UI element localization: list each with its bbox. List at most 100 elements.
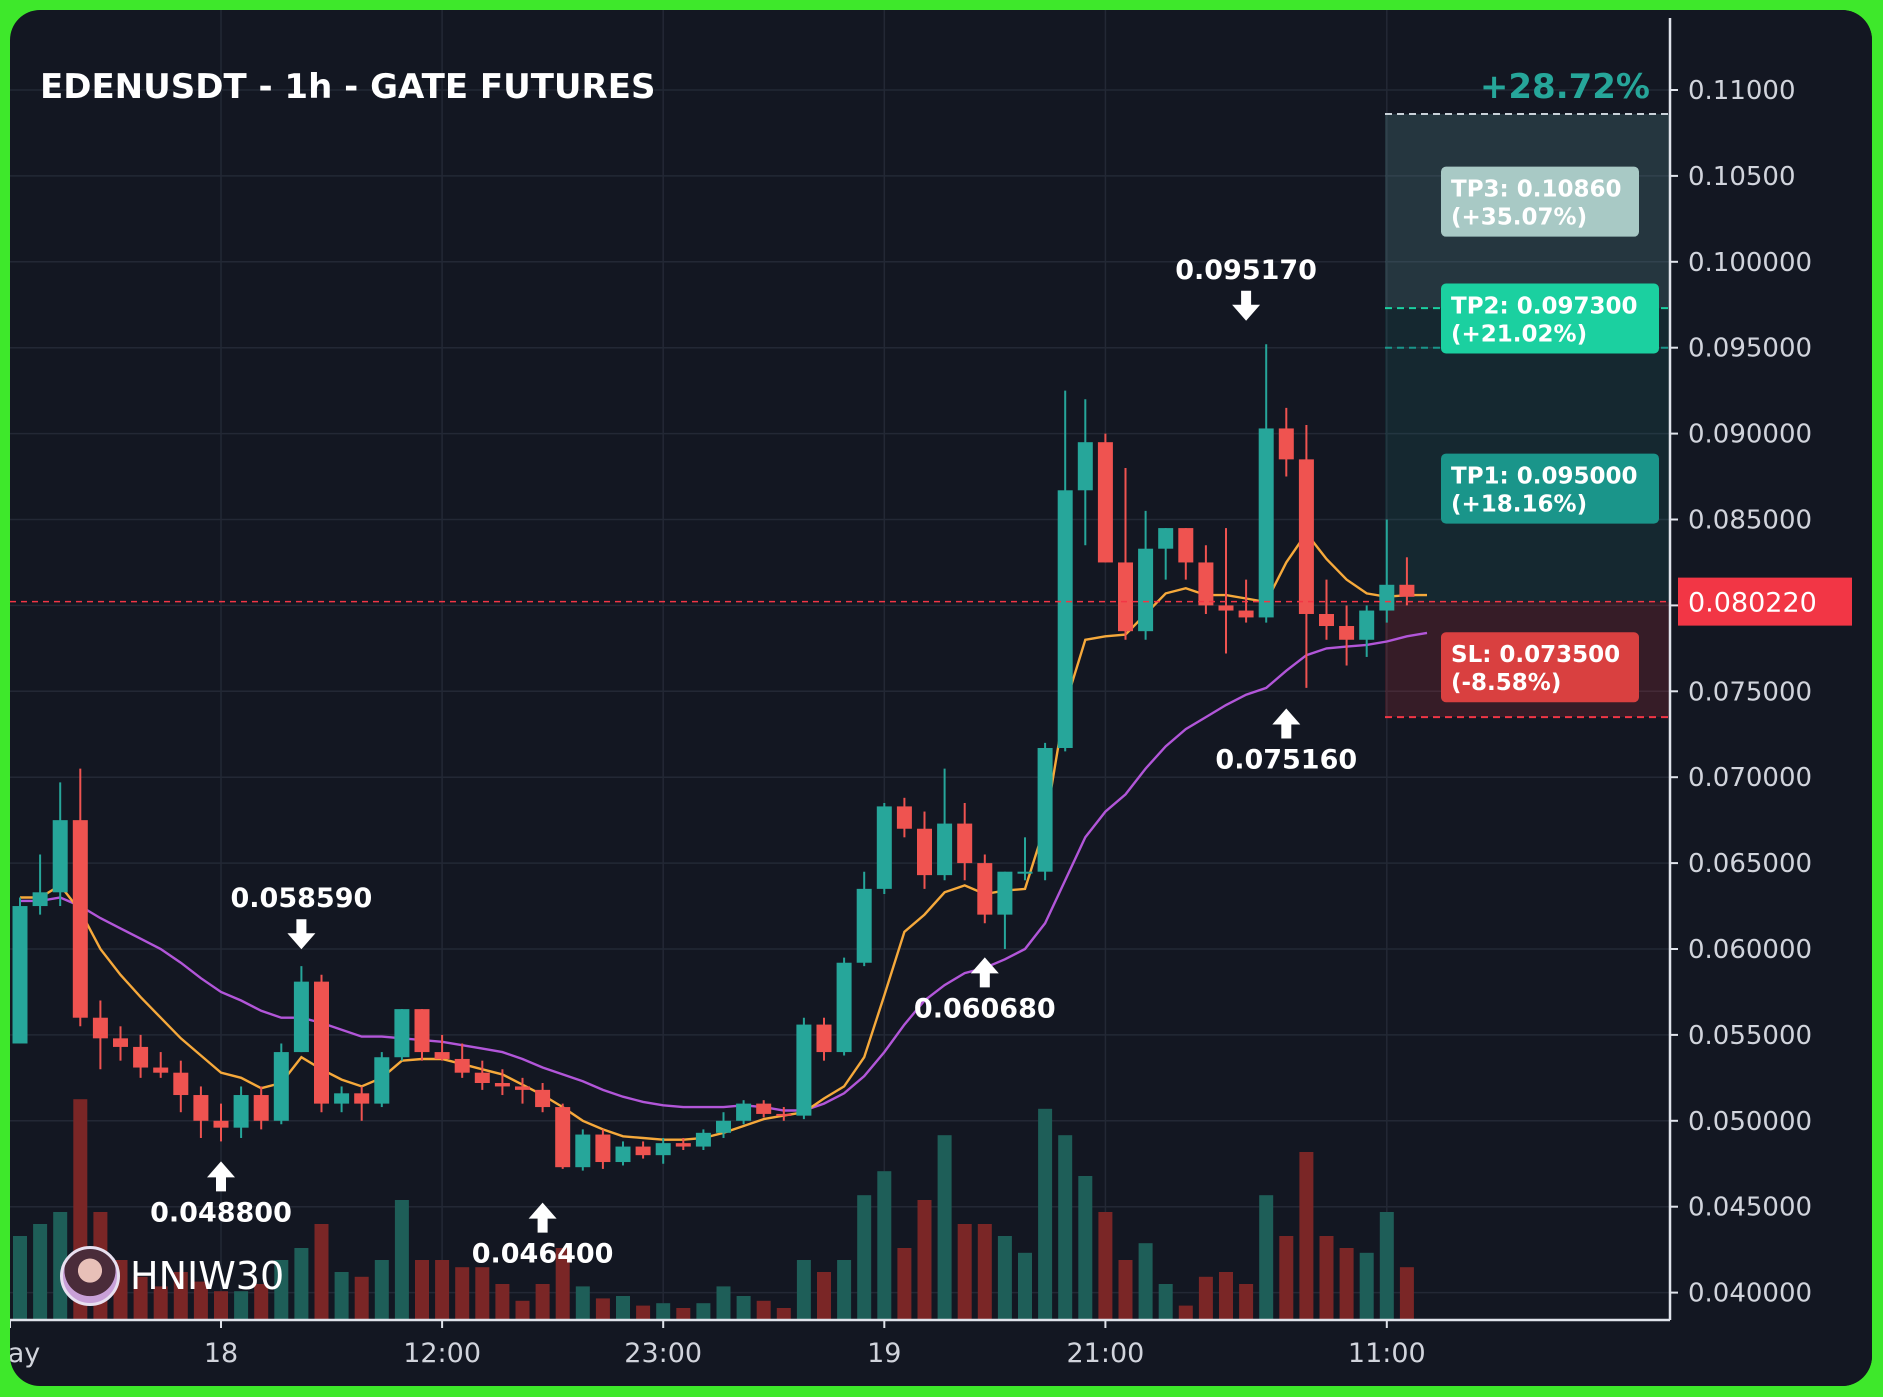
candle-body[interactable] (655, 1143, 671, 1156)
candle-body[interactable] (615, 1146, 631, 1163)
candle-body[interactable] (997, 871, 1013, 915)
volume-bar (1359, 1252, 1374, 1320)
candle-body[interactable] (856, 888, 872, 963)
candle-body[interactable] (32, 892, 48, 907)
candle-body[interactable] (1238, 610, 1254, 618)
candle-body[interactable] (1339, 626, 1355, 640)
candle-body[interactable] (876, 806, 892, 889)
candle-body[interactable] (1017, 871, 1033, 874)
candle-body[interactable] (1399, 584, 1415, 597)
candle-body[interactable] (314, 981, 329, 1104)
candle-body[interactable] (213, 1120, 229, 1128)
candle-body[interactable] (1077, 442, 1093, 491)
volume-bar (455, 1267, 470, 1320)
candle-body[interactable] (1198, 562, 1214, 606)
candle-body[interactable] (957, 823, 973, 864)
candle-body[interactable] (374, 1057, 390, 1104)
candle-body[interactable] (977, 863, 993, 915)
candle-body[interactable] (896, 806, 912, 829)
y-tick-label: 0.10500 (1688, 162, 1796, 192)
volume-bar (394, 1200, 409, 1320)
y-tick-label: 0.085000 (1688, 506, 1812, 536)
candle-body[interactable] (273, 1052, 289, 1121)
candle-body[interactable] (414, 1009, 430, 1053)
volume-bar (133, 1276, 148, 1320)
candle-body[interactable] (12, 906, 28, 1044)
avatar (60, 1246, 120, 1306)
candle-body[interactable] (454, 1058, 470, 1073)
candle-body[interactable] (133, 1046, 149, 1068)
candle-body[interactable] (233, 1095, 249, 1128)
candle-body[interactable] (575, 1134, 591, 1168)
candle-body[interactable] (776, 1113, 792, 1116)
price-annotation: 0.095170 (1175, 255, 1317, 286)
volume-bar (877, 1171, 892, 1320)
price-annotation: 0.058590 (231, 883, 373, 914)
candle-body[interactable] (494, 1083, 510, 1087)
volume-bar (595, 1298, 610, 1320)
candle-body[interactable] (1298, 459, 1314, 614)
y-tick-label: 0.060000 (1688, 935, 1812, 965)
price-axis-bg (1670, 10, 1872, 1386)
candle-body[interactable] (334, 1093, 350, 1104)
candle-body[interactable] (193, 1095, 209, 1121)
candle-body[interactable] (1319, 613, 1334, 627)
candle-body[interactable] (816, 1024, 832, 1053)
candle-body[interactable] (1037, 747, 1053, 872)
candle-body[interactable] (1359, 610, 1375, 640)
candle-body[interactable] (836, 962, 852, 1053)
candle-body[interactable] (1057, 490, 1073, 748)
candle-body[interactable] (173, 1072, 189, 1096)
candle-body[interactable] (1178, 528, 1194, 563)
price-annotation: 0.048800 (150, 1197, 292, 1228)
candle-body[interactable] (595, 1134, 611, 1163)
candle-body[interactable] (1278, 428, 1294, 460)
candle-body[interactable] (1138, 548, 1154, 632)
arrow-up-icon (1272, 708, 1301, 739)
candle-body[interactable] (1118, 562, 1133, 632)
candle-body[interactable] (716, 1120, 731, 1133)
candlestick-chart[interactable]: 0.058590 0.048800 0.046400 0.060680 0.095170… (10, 10, 1872, 1386)
candle-body[interactable] (736, 1103, 752, 1121)
target-label-text: SL: 0.073500 (1451, 642, 1620, 668)
sl-label-box (1441, 632, 1639, 703)
candle-body[interactable] (394, 1009, 410, 1058)
volume-bar (435, 1260, 450, 1320)
volume-bar (977, 1224, 992, 1320)
candle-body[interactable] (1218, 605, 1234, 611)
candle-body[interactable] (535, 1089, 551, 1108)
target-label-text: TP2: 0.097300 (1451, 293, 1638, 319)
candle-body[interactable] (1097, 442, 1113, 563)
candle-body[interactable] (72, 820, 88, 1018)
candle-body[interactable] (354, 1093, 370, 1104)
candle-body[interactable] (293, 981, 309, 1053)
candle-body[interactable] (635, 1146, 651, 1156)
arrow-down-icon (1232, 290, 1261, 321)
volume-bar (1018, 1252, 1032, 1320)
candle-body[interactable] (434, 1052, 450, 1059)
candle-body[interactable] (515, 1086, 530, 1090)
candle-body[interactable] (756, 1103, 772, 1114)
candle-body[interactable] (153, 1067, 169, 1073)
candle-body[interactable] (675, 1143, 691, 1147)
volume-bar (153, 1286, 168, 1320)
target-label-text: TP3: 0.10860 (1451, 177, 1622, 203)
candle-body[interactable] (1258, 428, 1274, 618)
candle-body[interactable] (253, 1095, 269, 1121)
candle-body[interactable] (113, 1038, 128, 1047)
candle-body[interactable] (1379, 584, 1395, 611)
candle-body[interactable] (695, 1132, 711, 1147)
candle-body[interactable] (937, 823, 953, 876)
volume-bar (817, 1272, 831, 1320)
volume-bar (656, 1303, 671, 1320)
candle-body[interactable] (52, 820, 68, 893)
candle-body[interactable] (1158, 528, 1174, 549)
candle-body[interactable] (474, 1072, 490, 1084)
candle-body[interactable] (92, 1017, 108, 1039)
candle-body[interactable] (555, 1107, 571, 1168)
candle-body[interactable] (917, 828, 932, 876)
volume-bar (796, 1260, 811, 1320)
target-label-pct: (-8.58%) (1451, 670, 1561, 696)
volume-bar (53, 1212, 68, 1320)
candle-body[interactable] (796, 1024, 812, 1116)
